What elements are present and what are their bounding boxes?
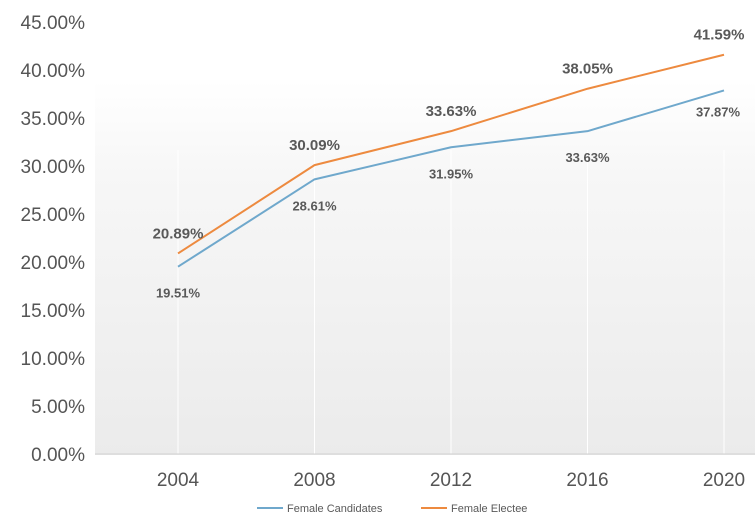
data-label-electee: 41.59% <box>694 27 745 44</box>
data-label-electee: 38.05% <box>562 61 613 78</box>
data-label-candidates: 31.95% <box>429 166 474 181</box>
data-label-candidates: 33.63% <box>565 150 610 165</box>
grid-lines <box>177 150 725 454</box>
legend: Female Candidates Female Electee <box>257 503 527 515</box>
y-tick-label: 25.00% <box>21 205 86 226</box>
data-label-electee: 20.89% <box>153 225 204 242</box>
x-tick-label: 2020 <box>703 470 745 491</box>
y-tick-label: 40.00% <box>21 61 86 82</box>
series-lines <box>177 53 725 268</box>
data-label-electee: 30.09% <box>289 137 340 154</box>
y-tick-label: 0.00% <box>31 445 85 466</box>
plot-area-background <box>95 80 755 455</box>
data-label-electee: 33.63% <box>426 103 477 120</box>
data-labels: 19.51% 28.61% 31.95% 33.63% 37.87% 20.89% 30.0… <box>153 27 745 301</box>
y-tick-label: 15.00% <box>21 301 86 322</box>
x-tick-label: 2012 <box>430 470 472 491</box>
legend-label-female-electee: Female Electee <box>451 503 527 515</box>
x-axis-ticks: 2004 2008 2012 2016 2020 <box>157 470 745 491</box>
y-axis-ticks: 0.00% 5.00% 10.00% 15.00% 20.00% 25.00% 30.00%… <box>21 13 86 466</box>
y-tick-label: 35.00% <box>21 109 86 130</box>
y-tick-label: 20.00% <box>21 253 86 274</box>
data-label-candidates: 28.61% <box>292 198 337 213</box>
y-tick-label: 45.00% <box>21 13 86 34</box>
data-label-candidates: 19.51% <box>156 286 201 301</box>
series-line-female-candidates <box>177 89 725 268</box>
x-tick-label: 2016 <box>566 470 608 491</box>
x-tick-label: 2004 <box>157 470 200 491</box>
series-line-female-electee <box>177 53 725 255</box>
y-tick-label: 10.00% <box>21 349 86 370</box>
y-tick-label: 5.00% <box>31 397 85 418</box>
y-tick-label: 30.00% <box>21 157 86 178</box>
data-label-candidates: 37.87% <box>696 104 741 119</box>
x-tick-label: 2008 <box>293 470 335 491</box>
legend-label-female-candidates: Female Candidates <box>287 503 383 515</box>
